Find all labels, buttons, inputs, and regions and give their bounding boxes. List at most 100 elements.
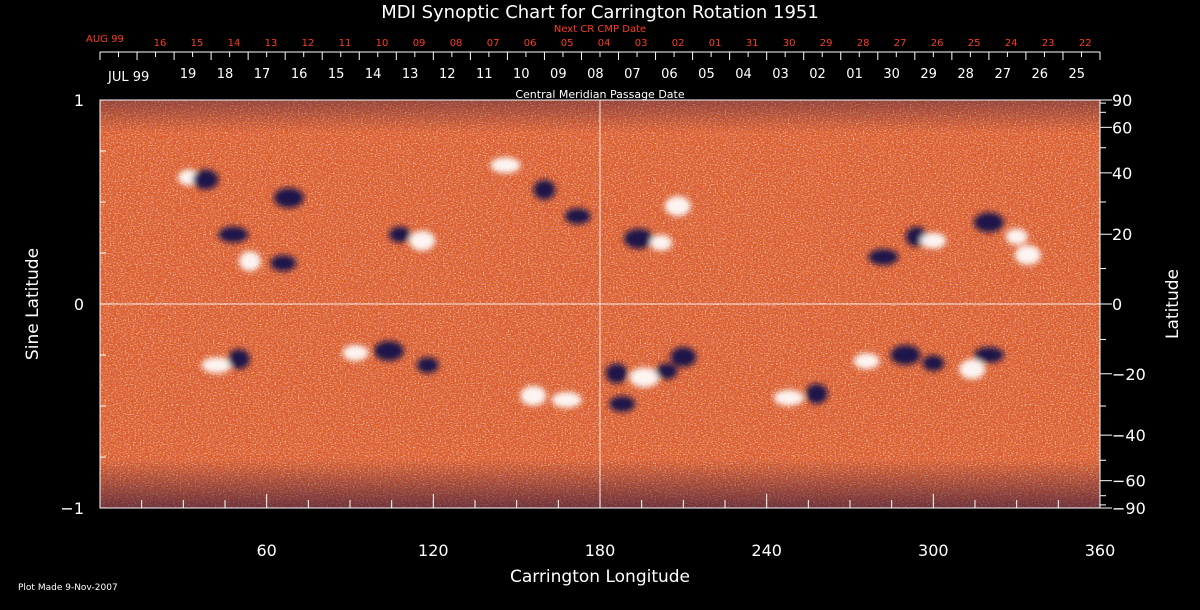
cmp-axis-title: Central Meridian Passage Date bbox=[515, 88, 684, 101]
active-region-negative bbox=[533, 179, 556, 200]
active-region-positive bbox=[664, 196, 691, 217]
next-cr-date: 28 bbox=[857, 38, 870, 49]
active-region-positive bbox=[959, 359, 986, 380]
x-tick-label: 240 bbox=[751, 541, 782, 560]
x-axis-label: Carrington Longitude bbox=[510, 567, 690, 587]
latitude-tick-label: 60 bbox=[1112, 118, 1132, 137]
active-region-negative bbox=[623, 228, 654, 249]
right-y-axis-label: Latitude bbox=[1163, 269, 1183, 339]
cmp-date: 13 bbox=[402, 67, 419, 82]
active-region-positive bbox=[551, 391, 582, 408]
active-region-negative bbox=[922, 355, 945, 372]
latitude-tick-label: 20 bbox=[1112, 225, 1132, 244]
y-tick-label: 1 bbox=[74, 91, 84, 110]
x-tick-label: 180 bbox=[585, 541, 616, 560]
cmp-date: 30 bbox=[883, 67, 900, 82]
active-region-positive bbox=[853, 353, 880, 370]
next-cr-date: 31 bbox=[746, 38, 759, 49]
active-region-positive bbox=[1005, 228, 1028, 245]
next-cr-date: 08 bbox=[450, 38, 463, 49]
next-cr-date: 05 bbox=[561, 38, 574, 49]
next-cr-date: 13 bbox=[265, 38, 278, 49]
cmp-date: 01 bbox=[846, 67, 863, 82]
cmp-date: 08 bbox=[587, 67, 604, 82]
cmp-date: 02 bbox=[809, 67, 826, 82]
cmp-date: 14 bbox=[365, 67, 382, 82]
latitude-tick-label: −60 bbox=[1112, 472, 1146, 491]
x-axis-ticks: 60 120 180 240 300 360 bbox=[99, 494, 1115, 560]
active-region-negative bbox=[270, 255, 297, 272]
cmp-date: 25 bbox=[1069, 67, 1086, 82]
active-region-positive bbox=[1014, 245, 1041, 266]
active-region-negative bbox=[805, 383, 828, 404]
latitude-tick-label: 0 bbox=[1112, 295, 1122, 314]
chart-title: MDI Synoptic Chart for Carrington Rotati… bbox=[381, 2, 819, 23]
cmp-date: 16 bbox=[291, 67, 308, 82]
cmp-date: 11 bbox=[476, 67, 493, 82]
active-region-negative bbox=[973, 347, 1004, 363]
active-region-negative bbox=[868, 249, 899, 266]
cmp-date: 15 bbox=[328, 67, 345, 82]
next-cr-cmp-title: Next CR CMP Date bbox=[554, 24, 646, 35]
active-region-positive bbox=[520, 385, 547, 406]
active-region-negative bbox=[973, 212, 1004, 233]
latitude-tick-label: −20 bbox=[1112, 365, 1146, 384]
x-tick-label: 300 bbox=[918, 541, 949, 560]
active-region-negative bbox=[564, 208, 591, 225]
active-region-negative bbox=[655, 363, 678, 380]
plot-made-label: Plot Made 9-Nov-2007 bbox=[18, 583, 118, 593]
next-cr-date: 22 bbox=[1079, 38, 1092, 49]
cmp-date: 09 bbox=[550, 67, 567, 82]
next-cr-date: 10 bbox=[376, 38, 389, 49]
next-cr-date: 24 bbox=[1005, 38, 1018, 49]
active-region-positive bbox=[490, 157, 521, 174]
active-region-negative bbox=[218, 226, 249, 243]
next-cr-date: 23 bbox=[1042, 38, 1055, 49]
active-region-negative bbox=[389, 226, 411, 243]
next-cr-date: 29 bbox=[820, 38, 833, 49]
next-cr-date-labels: 16 15 14 13 12 11 10 09 08 07 06 05 04 03 02 01 31 30 29 28… bbox=[154, 38, 1092, 49]
cmp-date-labels: 19 18 17 16 15 14 13 12 11 10 09 08 07 06 05 04 03 02 01 30… bbox=[180, 67, 1085, 82]
cmp-date: 27 bbox=[994, 67, 1011, 82]
x-tick-label: 60 bbox=[256, 541, 276, 560]
active-region-negative bbox=[227, 349, 250, 370]
cmp-date: 17 bbox=[254, 67, 271, 82]
cmp-date: 04 bbox=[735, 67, 752, 82]
next-cr-date: 25 bbox=[968, 38, 981, 49]
cmp-date: 26 bbox=[1031, 67, 1048, 82]
next-cr-date: 04 bbox=[598, 38, 611, 49]
cmp-date: 05 bbox=[698, 67, 715, 82]
next-cr-date: 11 bbox=[339, 38, 352, 49]
next-cr-date: 07 bbox=[487, 38, 500, 49]
active-region-positive bbox=[629, 367, 660, 388]
y-tick-label: 0 bbox=[74, 295, 84, 314]
active-region-positive bbox=[650, 234, 673, 251]
active-region-positive bbox=[409, 230, 436, 251]
active-region-negative bbox=[373, 340, 404, 361]
next-cr-ticks bbox=[99, 52, 1101, 60]
active-region-positive bbox=[342, 344, 369, 361]
next-cr-date: 27 bbox=[894, 38, 907, 49]
next-cr-date: 14 bbox=[228, 38, 241, 49]
cmp-date: 28 bbox=[957, 67, 974, 82]
next-cr-date: 16 bbox=[154, 38, 167, 49]
next-cr-date: 26 bbox=[931, 38, 944, 49]
left-y-axis-ticks: 1 0 −1 bbox=[60, 91, 112, 518]
latitude-tick-label: 40 bbox=[1112, 164, 1132, 183]
cmp-date: 29 bbox=[920, 67, 937, 82]
cmp-date: 03 bbox=[772, 67, 789, 82]
active-region-negative bbox=[605, 363, 628, 384]
active-region-positive bbox=[773, 389, 804, 406]
next-cr-date: 06 bbox=[524, 38, 537, 49]
right-latitude-ticks: 90 60 40 20 0 −20 −40 −60 −90 bbox=[1100, 91, 1146, 518]
cmp-start-label: JUL 99 bbox=[107, 70, 149, 85]
next-cr-date: 01 bbox=[709, 38, 722, 49]
cmp-date: 18 bbox=[217, 67, 234, 82]
latitude-tick-label: −90 bbox=[1112, 499, 1146, 518]
active-region-negative bbox=[273, 187, 304, 208]
next-cr-date: 02 bbox=[672, 38, 685, 49]
active-region-positive bbox=[920, 232, 947, 249]
left-y-axis-label: Sine Latitude bbox=[23, 248, 43, 360]
next-cr-date: 15 bbox=[191, 38, 204, 49]
next-cr-date: 12 bbox=[302, 38, 315, 49]
